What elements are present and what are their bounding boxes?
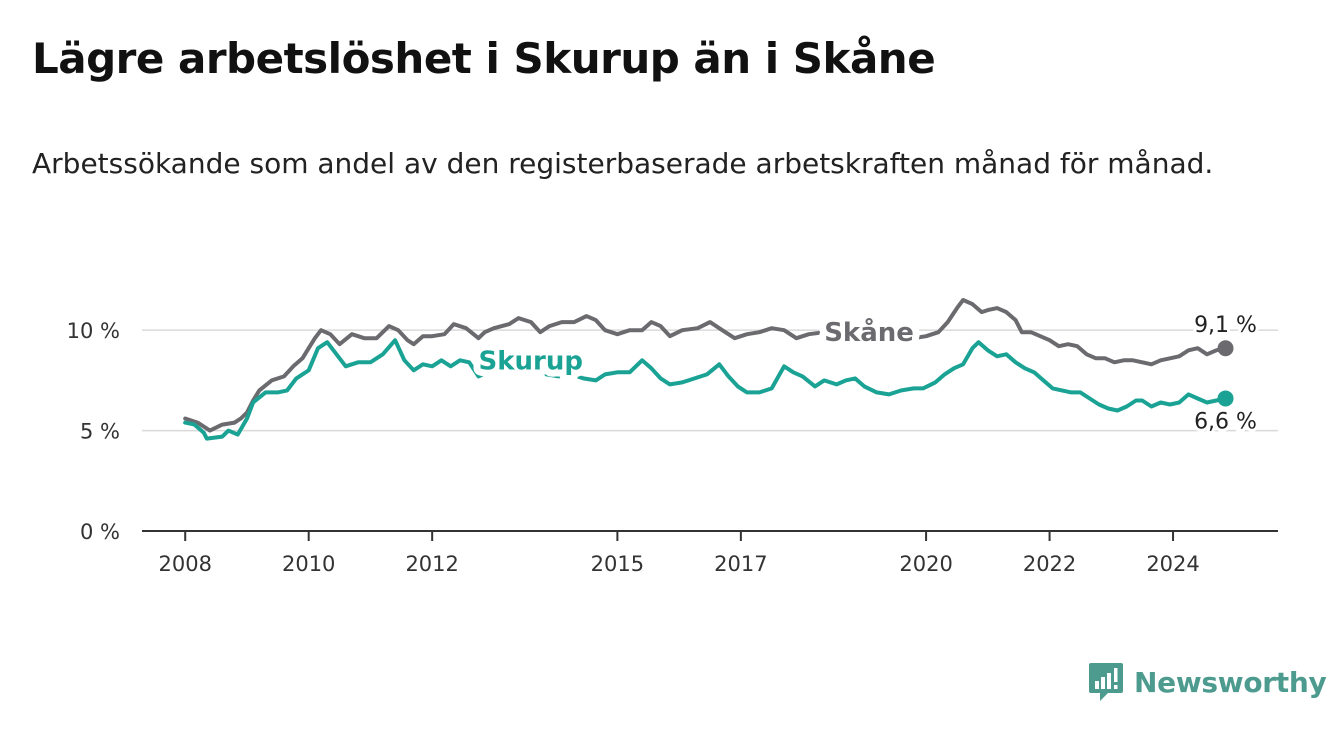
series-line-skurup (183, 338, 1228, 441)
grid-lines (142, 329, 1278, 432)
series-lines (183, 298, 1228, 441)
brand-name: Newsworthy (1134, 665, 1327, 699)
series-labels: Skåne Skurup 9,1 % 6,6 % (471, 309, 1259, 437)
brand-logo: Newsworthy (1088, 660, 1327, 704)
chart-subtitle: Arbetssökande som andel av den registerb… (32, 147, 1214, 180)
x-tick-label: 2017 (714, 552, 767, 576)
newsworthy-icon (1089, 663, 1123, 701)
y-tick-label: 5 % (80, 420, 120, 444)
x-tick-label: 2024 (1146, 552, 1199, 576)
x-tick-label: 2010 (282, 552, 335, 576)
series-label-skurup: Skurup (478, 346, 582, 376)
y-tick-label: 0 % (80, 520, 120, 544)
series-line-skane (183, 298, 1228, 433)
end-value-label-skurup: 6,6 % (1194, 409, 1257, 434)
x-tick-label: 2020 (899, 552, 952, 576)
x-tick-label: 2022 (1023, 552, 1076, 576)
x-tick-label: 2012 (405, 552, 458, 576)
x-tick-label: 2015 (591, 552, 644, 576)
chart-title: Lägre arbetslöshet i Skurup än i Skåne (32, 34, 936, 83)
series-label-skane: Skåne (824, 316, 914, 348)
x-tick-label: 2008 (158, 552, 211, 576)
end-point-skurup (1217, 390, 1234, 407)
axes: 0 % 5 % 10 % 2008 2010 2012 2015 2017 2020 2022 20… (67, 319, 1278, 576)
end-value-label-skane: 9,1 % (1194, 313, 1257, 338)
end-point-skane (1217, 340, 1234, 357)
y-tick-label: 10 % (67, 319, 120, 343)
